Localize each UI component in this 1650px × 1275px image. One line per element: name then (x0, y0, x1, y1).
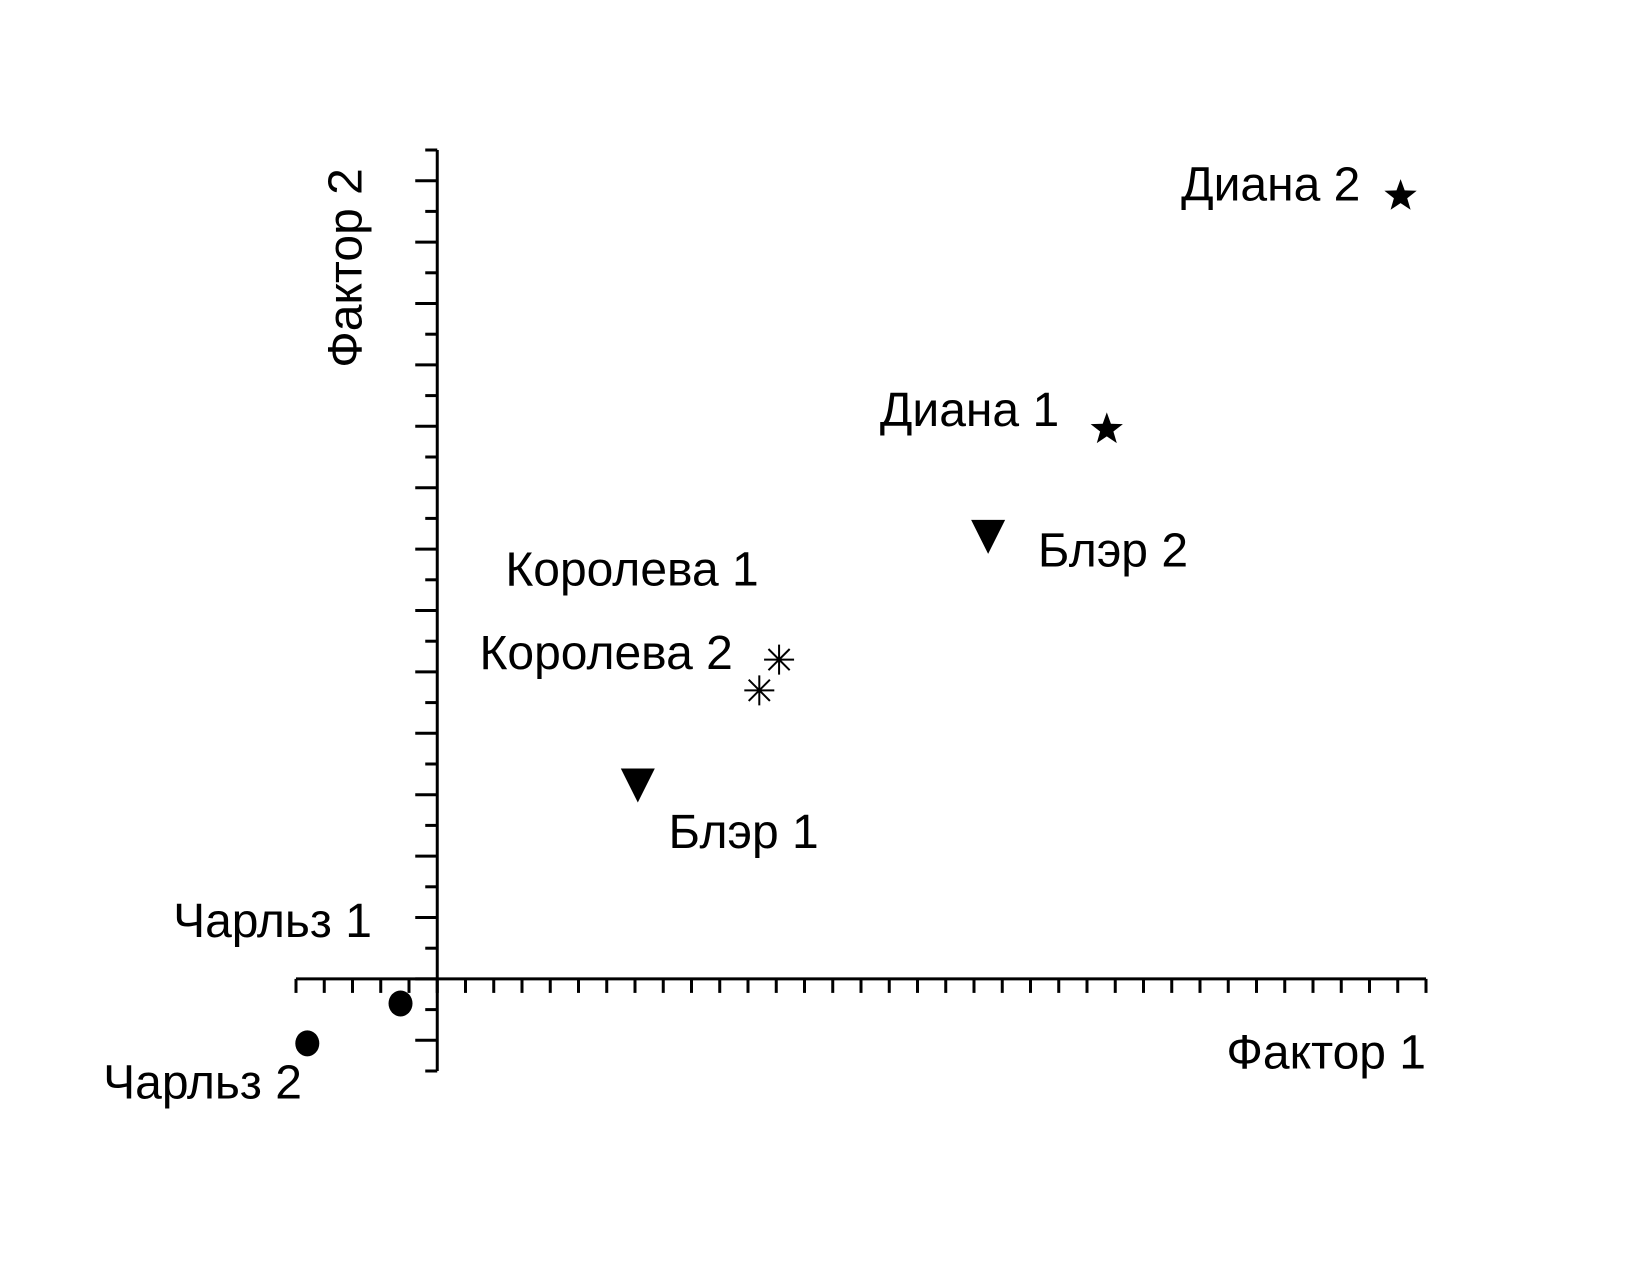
point-label: Блэр 2 (1038, 524, 1188, 577)
point-asterisk (764, 644, 795, 675)
point-label: Королева 2 (479, 627, 732, 680)
point-label: Чарльз 1 (173, 895, 372, 948)
point-star (1090, 412, 1123, 444)
point-label: Диана 1 (880, 384, 1059, 437)
point-circle (388, 990, 413, 1017)
point-star (1384, 179, 1417, 210)
point-label: Королева 1 (505, 544, 758, 597)
y-axis-title: Фактор 2 (320, 168, 373, 368)
point-triangle (620, 768, 655, 803)
point-triangle (971, 519, 1006, 554)
point-label: Диана 2 (1181, 158, 1360, 211)
point-circle (295, 1030, 320, 1057)
point-label: Блэр 1 (669, 806, 819, 859)
point-label: Чарльз 2 (103, 1056, 302, 1109)
x-axis-title: Фактор 1 (1226, 1027, 1426, 1080)
point-asterisk (744, 675, 775, 706)
